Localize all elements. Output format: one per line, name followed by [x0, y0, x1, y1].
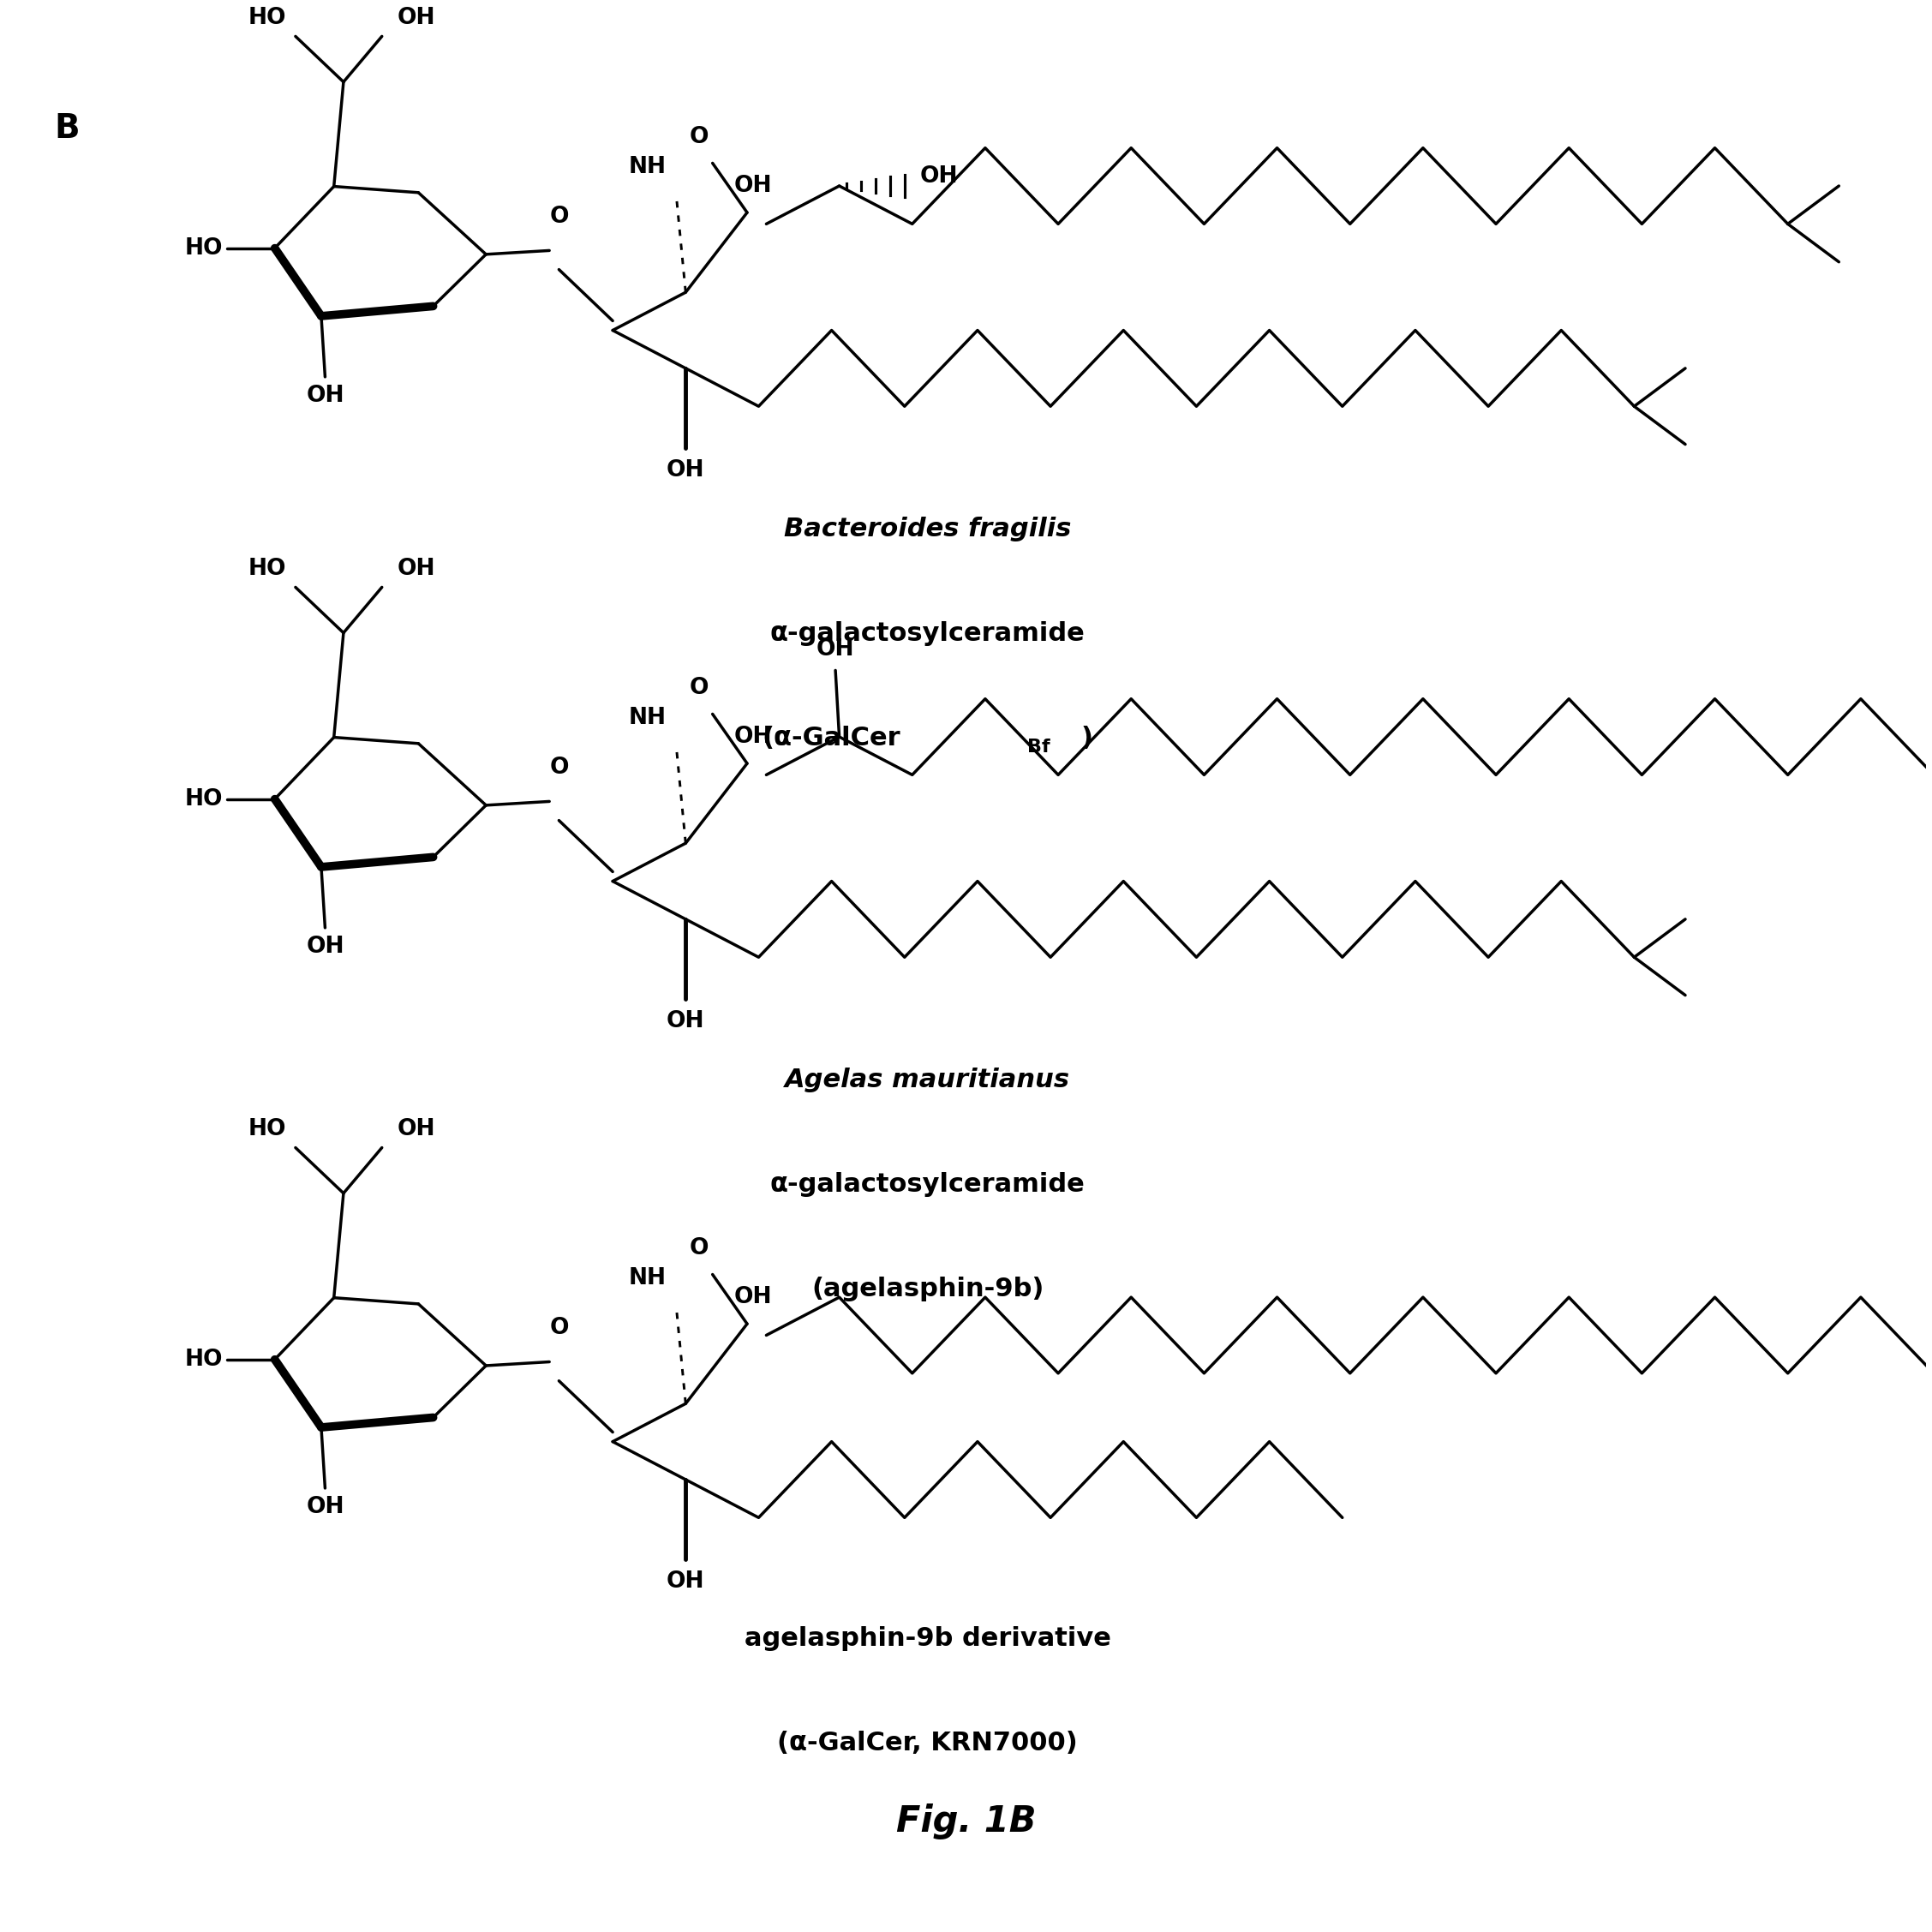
Text: ): ) — [1082, 724, 1094, 750]
Text: OH: OH — [734, 726, 771, 748]
Text: O: O — [549, 755, 568, 779]
Text: O: O — [690, 676, 709, 699]
Text: O: O — [690, 126, 709, 149]
Text: OH: OH — [398, 556, 435, 580]
Text: (α-GalCer: (α-GalCer — [763, 724, 900, 750]
Text: OH: OH — [734, 1287, 771, 1308]
Text: HO: HO — [185, 1349, 222, 1370]
Text: NH: NH — [628, 156, 667, 178]
Text: OH: OH — [305, 384, 344, 408]
Text: OH: OH — [734, 176, 771, 197]
Text: O: O — [549, 205, 568, 228]
Text: (agelasphin-9b): (agelasphin-9b) — [811, 1277, 1043, 1302]
Text: HO: HO — [247, 556, 286, 580]
Text: NH: NH — [628, 707, 667, 728]
Text: HO: HO — [247, 1119, 286, 1140]
Text: HO: HO — [185, 238, 222, 259]
Text: OH: OH — [920, 166, 958, 187]
Text: Bf: Bf — [1028, 738, 1051, 755]
Text: Bacteroides fragilis: Bacteroides fragilis — [784, 516, 1070, 541]
Text: α-galactosylceramide: α-galactosylceramide — [771, 620, 1086, 645]
Text: O: O — [690, 1236, 709, 1260]
Text: O: O — [549, 1318, 568, 1339]
Text: OH: OH — [305, 935, 344, 958]
Text: HO: HO — [247, 6, 286, 29]
Text: OH: OH — [667, 460, 705, 481]
Text: OH: OH — [667, 1571, 705, 1594]
Text: OH: OH — [305, 1495, 344, 1519]
Text: agelasphin-9b derivative: agelasphin-9b derivative — [744, 1627, 1111, 1650]
Text: α-galactosylceramide: α-galactosylceramide — [771, 1173, 1086, 1196]
Text: OH: OH — [667, 1010, 705, 1034]
Text: NH: NH — [628, 1267, 667, 1291]
Text: HO: HO — [185, 788, 222, 810]
Text: OH: OH — [817, 639, 854, 661]
Text: OH: OH — [398, 6, 435, 29]
Text: B: B — [54, 112, 79, 145]
Text: Fig. 1B: Fig. 1B — [896, 1804, 1036, 1839]
Text: (α-GalCer, KRN7000): (α-GalCer, KRN7000) — [777, 1731, 1078, 1756]
Text: Agelas mauritianus: Agelas mauritianus — [784, 1066, 1070, 1092]
Text: OH: OH — [398, 1119, 435, 1140]
